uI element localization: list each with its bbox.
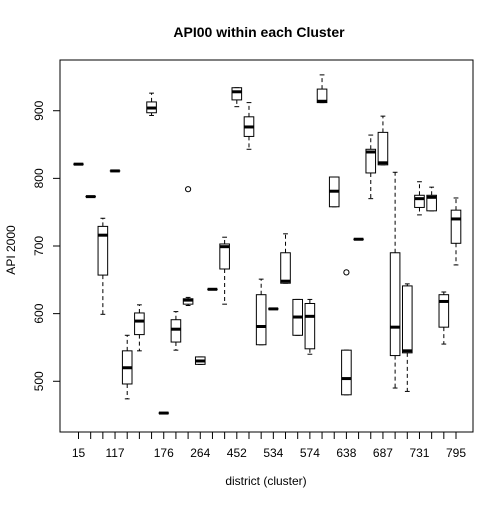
box-group — [317, 75, 327, 103]
x-tick-label: 117 — [105, 446, 124, 460]
box-group — [281, 234, 291, 283]
box-group — [329, 177, 339, 207]
box-group — [390, 172, 400, 388]
box-body — [378, 132, 388, 164]
box-group — [293, 299, 303, 335]
y-tick-label: 800 — [32, 168, 46, 188]
box-group — [415, 182, 425, 215]
box-group — [244, 103, 254, 150]
box-group — [439, 292, 449, 344]
x-tick-label: 15 — [72, 446, 86, 460]
x-tick-label: 731 — [409, 446, 429, 460]
box-group — [135, 305, 145, 351]
x-tick-label: 795 — [446, 446, 466, 460]
box-body — [232, 88, 242, 100]
y-axis-label: API 2000 — [4, 225, 18, 275]
box-body — [171, 320, 181, 342]
y-tick-label: 600 — [32, 303, 46, 323]
box-body — [135, 313, 145, 335]
box-group — [342, 270, 352, 395]
box-body — [439, 295, 449, 327]
box-body — [256, 295, 266, 345]
box-group — [427, 187, 437, 211]
x-tick-label: 687 — [373, 446, 393, 460]
x-axis: 15 117 176 264 452 534 574 638 687 731 795 — [72, 432, 467, 460]
y-axis: 500 600 700 800 900 — [32, 100, 60, 391]
box-group — [305, 299, 315, 354]
x-tick-label: 534 — [263, 446, 283, 460]
y-tick-label: 900 — [32, 100, 46, 120]
box-body — [342, 350, 352, 395]
x-axis-label: district (cluster) — [225, 474, 306, 488]
x-tick-label: 638 — [336, 446, 356, 460]
box-group — [183, 187, 193, 306]
outlier-point — [185, 187, 190, 192]
x-tick-label: 574 — [300, 446, 320, 460]
box-group — [195, 357, 205, 364]
y-tick-label: 500 — [32, 371, 46, 391]
box-group — [171, 312, 181, 351]
box-group — [451, 198, 461, 265]
box-body — [415, 195, 425, 207]
box-body — [281, 253, 291, 283]
box-group — [366, 135, 376, 199]
box-group — [147, 93, 157, 115]
outlier-point — [344, 270, 349, 275]
x-tick-label: 176 — [154, 446, 174, 460]
boxes — [74, 75, 461, 413]
box-group — [232, 88, 242, 107]
x-tick-label: 452 — [227, 446, 247, 460]
box-group — [220, 237, 230, 304]
box-body — [402, 286, 412, 353]
box-body — [451, 210, 461, 243]
x-tick-label: 264 — [190, 446, 210, 460]
box-body — [390, 253, 400, 356]
box-group — [122, 335, 132, 399]
y-tick-label: 700 — [32, 236, 46, 256]
box-group — [98, 218, 108, 314]
chart-title: API00 within each Cluster — [173, 24, 345, 40]
box-group — [256, 279, 266, 345]
box-group — [378, 116, 388, 165]
box-body — [305, 303, 315, 348]
box-group — [402, 284, 412, 392]
